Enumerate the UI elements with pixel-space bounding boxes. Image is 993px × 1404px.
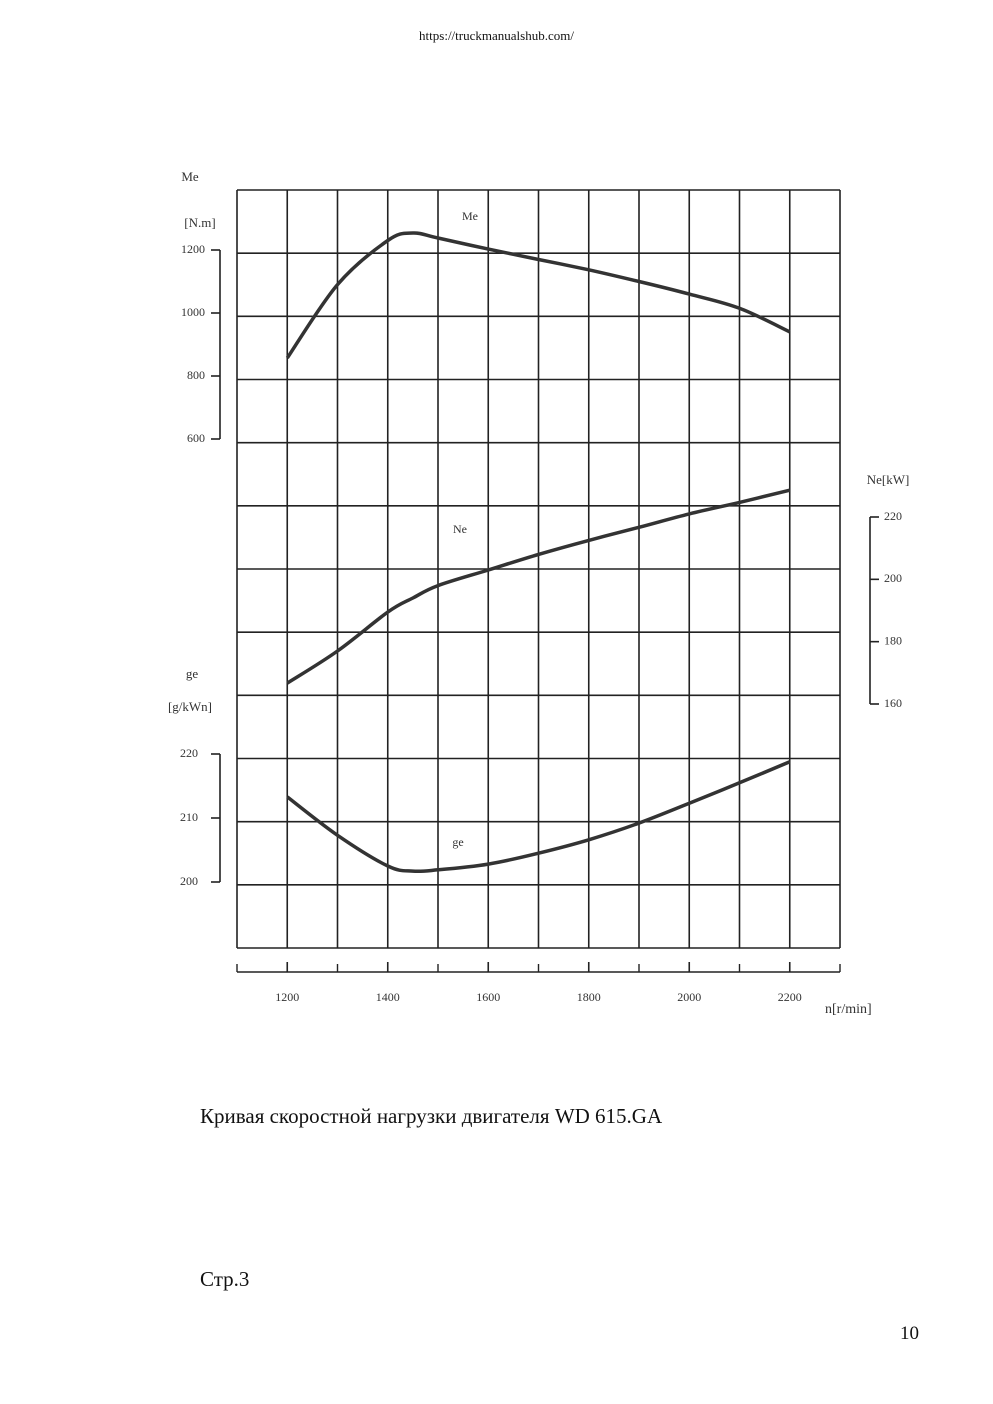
- y-tick-label: 600: [187, 431, 205, 445]
- axis-title: Me: [181, 169, 199, 184]
- curve: [285, 231, 791, 359]
- x-tick-label: 1800: [577, 990, 601, 1004]
- chart: 1200 1400 1600 1800 2000 2200 n[r/min] 600 800 10…: [168, 169, 910, 1017]
- y-tick-label: 160: [884, 696, 902, 710]
- x-tick-label: 1600: [476, 990, 500, 1004]
- page-number: 10: [900, 1323, 919, 1344]
- curve-label: ge: [452, 835, 463, 849]
- y-tick-label: 180: [884, 633, 902, 647]
- axis-title: Ne[kW]: [867, 472, 910, 487]
- x-tick-label: 1400: [376, 990, 400, 1004]
- x-tick-label: 2000: [677, 990, 701, 1004]
- curve: [286, 760, 791, 874]
- y-tick-label: 220: [180, 746, 198, 760]
- header-url: https://truckmanualshub.com/: [419, 28, 574, 43]
- y-tick-label: 220: [884, 509, 902, 523]
- x-axis-label: n[r/min]: [825, 1002, 872, 1017]
- y-tick-label: 800: [187, 368, 205, 382]
- caption: Кривая скоростной нагрузки двигателя WD …: [200, 1104, 663, 1128]
- y-tick-label: 200: [180, 874, 198, 888]
- axis-unit: [g/kWn]: [168, 699, 212, 714]
- axis-title: ge: [186, 666, 199, 681]
- y-tick-label: 1000: [181, 305, 205, 319]
- axis-unit: [N.m]: [184, 215, 215, 230]
- y-tick-label: 210: [180, 810, 198, 824]
- x-tick-label: 1200: [275, 990, 299, 1004]
- y-tick-label: 1200: [181, 242, 205, 256]
- curve-label: Me: [462, 209, 478, 223]
- curve: [286, 488, 791, 685]
- section-label: Стр.3: [200, 1267, 250, 1291]
- curve-label: Ne: [453, 522, 467, 536]
- x-tick-label: 2200: [778, 990, 802, 1004]
- y-tick-label: 200: [884, 571, 902, 585]
